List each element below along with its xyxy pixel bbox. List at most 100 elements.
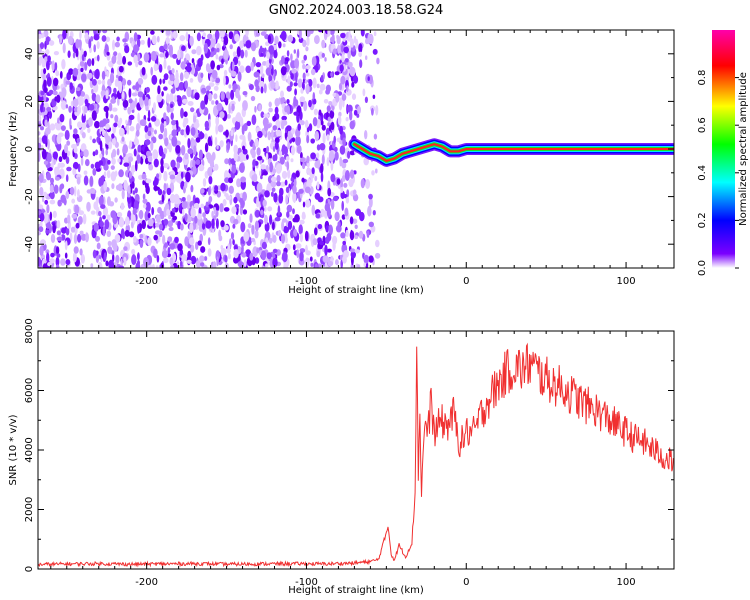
heatmap-cell xyxy=(328,150,335,162)
heatmap-cell xyxy=(180,63,185,69)
heatmap-cell xyxy=(302,72,306,80)
heatmap-cell xyxy=(70,226,76,233)
heatmap-cell xyxy=(320,163,324,174)
heatmap-cell xyxy=(293,178,297,187)
heatmap-cell xyxy=(54,96,58,102)
heatmap-cell xyxy=(89,175,94,187)
heatmap-cell xyxy=(376,57,380,65)
heatmap-cell xyxy=(291,137,296,143)
heatmap-cell xyxy=(335,93,340,103)
heatmap-cell xyxy=(169,134,173,140)
heatmap-cell xyxy=(49,184,54,193)
heatmap-cell xyxy=(172,215,178,221)
heatmap-cell xyxy=(104,44,109,54)
heatmap-cell xyxy=(280,96,286,104)
heatmap-cell xyxy=(275,80,279,90)
heatmap-cell xyxy=(295,170,300,178)
heatmap-cell xyxy=(291,68,297,74)
heatmap-cell xyxy=(77,233,82,243)
heatmap-cell xyxy=(127,185,131,194)
heatmap-cell xyxy=(302,201,306,208)
heatmap-cell xyxy=(106,214,111,221)
heatmap-cell xyxy=(128,98,133,104)
heatmap-cell xyxy=(199,255,205,262)
heatmap-cell xyxy=(295,243,302,249)
heatmap-cell xyxy=(360,178,365,189)
heatmap-cell xyxy=(299,30,302,40)
heatmap-cell xyxy=(172,124,178,131)
heatmap-cell xyxy=(100,204,106,210)
heatmap-cell xyxy=(329,225,333,234)
heatmap-cell xyxy=(66,166,72,172)
heatmap-cell xyxy=(366,230,370,238)
heatmap-cell xyxy=(189,222,194,234)
heatmap-cell xyxy=(254,209,261,218)
heatmap-cell xyxy=(40,90,45,96)
heatmap-cell xyxy=(245,30,249,37)
heatmap-cell xyxy=(250,61,254,71)
heatmap-cell xyxy=(64,252,68,259)
heatmap-cell xyxy=(108,141,113,150)
heatmap-cell xyxy=(101,174,105,186)
heatmap-cell xyxy=(63,198,67,206)
heatmap-cell xyxy=(260,175,263,180)
heatmap-cell xyxy=(163,73,169,81)
heatmap-cell xyxy=(171,129,177,137)
heatmap-cell xyxy=(180,171,184,179)
heatmap-cell xyxy=(90,263,94,268)
heatmap-cell xyxy=(286,125,292,132)
heatmap-cell xyxy=(145,86,150,93)
heatmap-cell xyxy=(293,111,299,116)
colorbar-tick-label: 0.8 xyxy=(697,70,708,86)
heatmap-cell xyxy=(147,237,152,246)
heatmap-cell xyxy=(90,163,95,169)
heatmap-cell xyxy=(216,64,221,71)
heatmap-cell xyxy=(334,211,340,222)
heatmap-cell xyxy=(331,33,335,44)
heatmap-cell xyxy=(118,75,123,83)
heatmap-cell xyxy=(207,33,213,40)
heatmap-cell xyxy=(108,102,113,112)
heatmap-cell xyxy=(205,220,212,229)
heatmap-cell xyxy=(255,257,260,264)
heatmap-cell xyxy=(304,119,309,129)
colorbar-label: Normalized spectral amplitude xyxy=(738,72,749,226)
heatmap-cell xyxy=(271,187,276,192)
heatmap-cell xyxy=(348,179,354,188)
heatmap-cell xyxy=(221,58,224,65)
heatmap-cell xyxy=(342,158,349,164)
heatmap-cell xyxy=(274,35,279,45)
heatmap-cell xyxy=(49,123,56,131)
heatmap-cell xyxy=(67,208,72,215)
heatmap-cell xyxy=(157,85,161,95)
heatmap-cell xyxy=(137,252,140,261)
heatmap-cell xyxy=(263,206,267,212)
heatmap-cell xyxy=(81,54,85,62)
heatmap-cell xyxy=(128,171,133,179)
heatmap-cell xyxy=(102,206,109,217)
heatmap-cell xyxy=(254,220,259,232)
heatmap-cell xyxy=(91,110,97,121)
heatmap-cell xyxy=(293,49,296,54)
heatmap-cell xyxy=(91,88,94,95)
heatmap-cell xyxy=(342,240,347,246)
heatmap-cell xyxy=(137,224,140,234)
heatmap-cell xyxy=(230,129,234,137)
heatmap-cell xyxy=(150,116,157,122)
heatmap-cell xyxy=(184,181,188,189)
heatmap-cell xyxy=(170,159,176,168)
colorbar-gradient xyxy=(712,30,735,268)
heatmap-cell xyxy=(72,161,79,170)
heatmap-cell xyxy=(232,51,237,58)
heatmap-cell xyxy=(102,30,108,34)
heatmap-cell xyxy=(132,214,136,225)
heatmap-cell xyxy=(314,35,320,45)
heatmap-cell xyxy=(325,225,329,233)
heatmap-cell xyxy=(202,178,207,187)
heatmap-cell xyxy=(196,32,201,42)
heatmap-cell xyxy=(101,70,106,80)
heatmap-cell xyxy=(267,131,271,141)
heatmap-cell xyxy=(65,228,70,236)
heatmap-cell xyxy=(111,157,116,165)
heatmap-cell xyxy=(71,213,78,219)
